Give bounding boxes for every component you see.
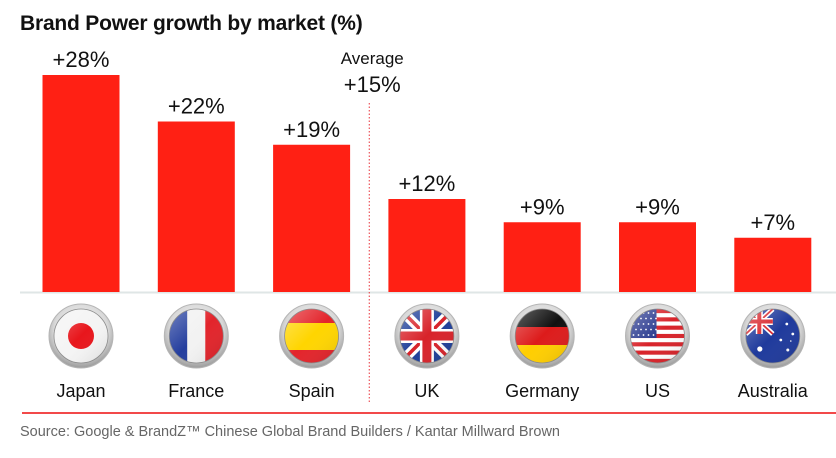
value-label-australia: +7% <box>750 210 795 235</box>
bar-chart: +28% +22% +19% +12% +9% +9% +7% Average +15% Ja… <box>20 47 836 402</box>
source-divider <box>22 412 836 414</box>
chart-title: Brand Power growth by market (%) <box>20 12 363 35</box>
value-label-germany: +9% <box>520 194 565 219</box>
value-label-japan: +28% <box>53 47 110 72</box>
category-label-uk: UK <box>414 381 439 401</box>
france-flag-icon <box>163 303 229 369</box>
category-label-us: US <box>645 381 670 401</box>
japan-flag-icon <box>48 303 114 369</box>
category-label-spain: Spain <box>289 381 335 401</box>
category-label-germany: Germany <box>505 381 579 401</box>
average-value: +15% <box>344 72 401 97</box>
bar-germany <box>503 222 581 292</box>
bar-japan <box>42 75 120 292</box>
spain-flag-icon <box>279 303 345 369</box>
uk-flag-icon <box>394 303 460 369</box>
average-label: Average <box>341 49 404 68</box>
bar-us <box>619 222 696 292</box>
value-label-us: +9% <box>635 194 680 219</box>
bar-spain <box>273 144 351 292</box>
bar-france <box>157 121 235 292</box>
bar-uk <box>388 199 466 292</box>
category-label-japan: Japan <box>56 381 105 401</box>
australia-flag-icon <box>740 303 806 369</box>
germany-flag-icon <box>509 303 575 369</box>
category-label-france: France <box>168 381 224 401</box>
value-label-france: +22% <box>168 94 225 119</box>
value-label-uk: +12% <box>398 171 455 196</box>
bar-australia <box>734 237 812 292</box>
us-flag-icon <box>625 303 690 369</box>
value-label-spain: +19% <box>283 117 340 142</box>
source-note: Source: Google & BrandZ™ Chinese Global … <box>20 424 560 440</box>
category-label-australia: Australia <box>738 381 809 401</box>
